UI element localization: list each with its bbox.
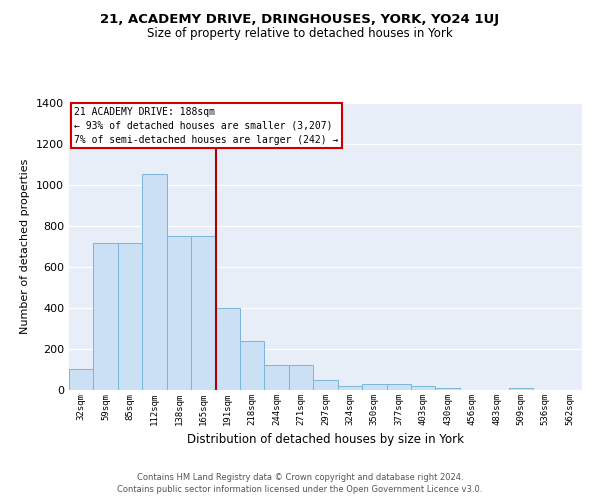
Bar: [362, 384, 386, 390]
Bar: [338, 386, 362, 390]
Bar: [118, 243, 142, 390]
Bar: [509, 388, 533, 390]
Text: Contains public sector information licensed under the Open Government Licence v3: Contains public sector information licen…: [118, 485, 482, 494]
Bar: [69, 370, 94, 390]
Bar: [240, 340, 265, 390]
Bar: [436, 388, 460, 390]
Bar: [313, 380, 338, 390]
Bar: [411, 386, 436, 390]
Bar: [94, 243, 118, 390]
Bar: [191, 236, 215, 390]
Bar: [289, 366, 313, 390]
X-axis label: Distribution of detached houses by size in York: Distribution of detached houses by size …: [187, 434, 464, 446]
Text: Contains HM Land Registry data © Crown copyright and database right 2024.: Contains HM Land Registry data © Crown c…: [137, 472, 463, 482]
Text: Size of property relative to detached houses in York: Size of property relative to detached ho…: [147, 28, 453, 40]
Text: 21, ACADEMY DRIVE, DRINGHOUSES, YORK, YO24 1UJ: 21, ACADEMY DRIVE, DRINGHOUSES, YORK, YO…: [100, 12, 500, 26]
Bar: [386, 384, 411, 390]
Bar: [215, 308, 240, 390]
Bar: [265, 366, 289, 390]
Bar: [167, 236, 191, 390]
Text: 21 ACADEMY DRIVE: 188sqm
← 93% of detached houses are smaller (3,207)
7% of semi: 21 ACADEMY DRIVE: 188sqm ← 93% of detach…: [74, 107, 338, 145]
Y-axis label: Number of detached properties: Number of detached properties: [20, 158, 31, 334]
Bar: [142, 174, 167, 390]
